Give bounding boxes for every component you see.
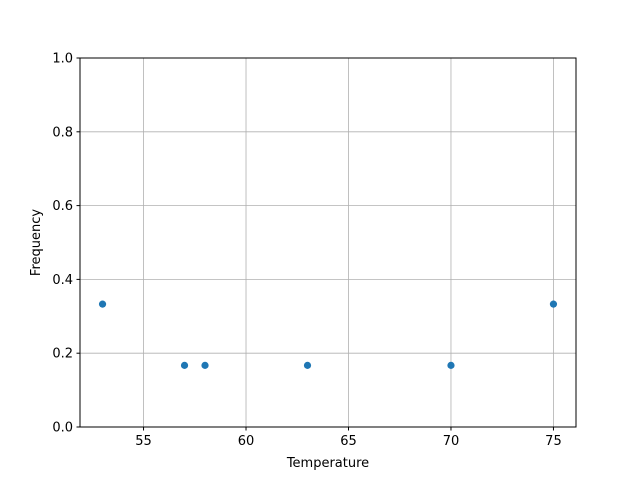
y-tick-label: 0.2 [52, 347, 73, 362]
y-axis-label: Frequency [29, 209, 44, 276]
data-point [549, 300, 558, 308]
x-tick-label: 60 [238, 434, 255, 449]
x-tick-label: 55 [135, 434, 152, 449]
data-point [447, 361, 455, 369]
x-tick-label: 70 [443, 434, 460, 449]
x-axis-label: Temperature [286, 456, 369, 471]
y-tick-label: 0.6 [52, 199, 73, 214]
axes-frame [79, 57, 577, 428]
y-tick-label: 1.0 [52, 52, 73, 67]
data-point [303, 361, 312, 369]
y-tick-label: 0.0 [52, 421, 73, 436]
grid [80, 57, 576, 428]
data-points [98, 300, 558, 369]
y-tick-label: 0.8 [52, 125, 73, 140]
ticks: 55 60 65 70 75 0.0 0.2 0.4 0.6 0.8 1.0 [52, 52, 561, 450]
data-point [201, 361, 209, 369]
data-point [180, 361, 189, 369]
x-tick-label: 75 [545, 434, 562, 449]
y-tick-label: 0.4 [52, 273, 73, 288]
data-point [98, 300, 107, 308]
x-tick-label: 65 [340, 434, 357, 449]
